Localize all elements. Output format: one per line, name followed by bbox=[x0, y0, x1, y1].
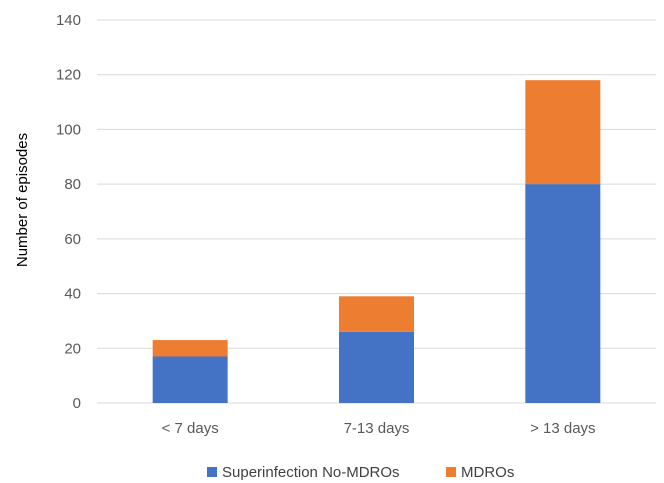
y-tick-label: 20 bbox=[64, 340, 81, 357]
y-tick-label: 60 bbox=[64, 231, 81, 248]
legend: Superinfection No-MDROs MDROs bbox=[207, 464, 514, 481]
bar-segment-mdros bbox=[339, 296, 414, 332]
y-tick-label: 40 bbox=[64, 286, 81, 303]
legend-swatch bbox=[207, 467, 217, 477]
legend-label: MDROs bbox=[461, 464, 514, 481]
bar-segment-superinfection-no-mdros bbox=[339, 331, 414, 403]
y-tick-label: 100 bbox=[56, 121, 81, 138]
legend-label: Superinfection No-MDROs bbox=[222, 464, 400, 481]
y-tick-label: 0 bbox=[73, 395, 81, 412]
bars bbox=[152, 80, 601, 403]
y-tick-label: 120 bbox=[56, 67, 81, 84]
y-axis-ticks: 0 20 40 60 80 100 120 140 bbox=[56, 12, 81, 412]
x-tick-label: 7-13 days bbox=[344, 420, 410, 437]
y-tick-label: 80 bbox=[64, 176, 81, 193]
x-tick-label: > 13 days bbox=[530, 420, 595, 437]
x-tick-label: < 7 days bbox=[162, 420, 219, 437]
y-tick-label: 140 bbox=[56, 12, 81, 29]
legend-swatch bbox=[446, 467, 456, 477]
x-axis-ticks: < 7 days 7-13 days > 13 days bbox=[162, 420, 596, 437]
bar-segment-mdros bbox=[152, 340, 228, 357]
bar-segment-superinfection-no-mdros bbox=[152, 356, 228, 403]
bar-segment-mdros bbox=[525, 80, 601, 185]
bar-segment-superinfection-no-mdros bbox=[525, 184, 601, 403]
y-axis-title: Number of episodes bbox=[14, 133, 31, 267]
